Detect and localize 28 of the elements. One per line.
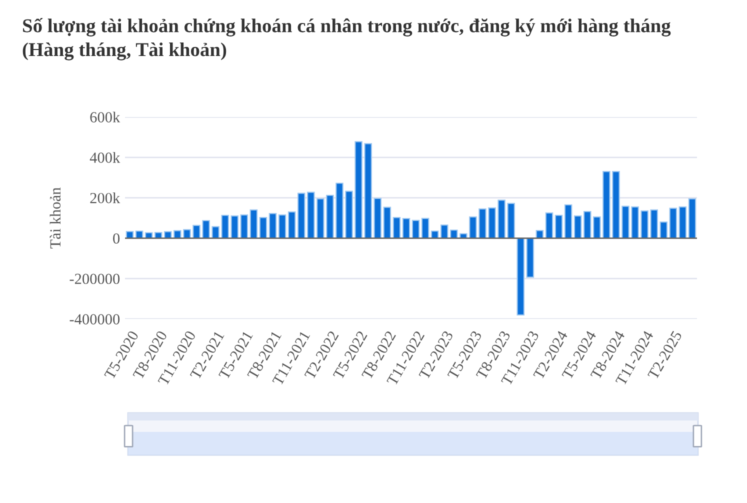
bar [402, 218, 410, 239]
bar [250, 209, 258, 239]
y-axis-title: Tài khoản [50, 187, 61, 248]
bar [574, 215, 582, 239]
y-tick-label: 600k [90, 112, 120, 122]
y-tick-label: 400k [90, 152, 120, 163]
bar [392, 217, 401, 239]
y-tick-label: -400000 [70, 314, 120, 324]
bar [688, 198, 696, 239]
bar [526, 238, 534, 278]
bar [259, 217, 268, 239]
bar [554, 214, 563, 239]
bar [516, 238, 525, 316]
bar [678, 206, 687, 239]
bar [421, 218, 430, 239]
bar [412, 220, 420, 239]
y-tick-label: 200k [90, 192, 120, 204]
chart-title: Số lượng tài khoản chứng khoán cá nhân trong nước, đăng ký mới hàng tháng (Hàng tháng, Tài khoản) [22, 18, 671, 60]
bar [564, 204, 572, 239]
bar [278, 214, 286, 239]
bar [545, 212, 554, 239]
bar [288, 211, 296, 239]
y-tick-label: -200000 [70, 274, 120, 284]
bar [240, 214, 248, 239]
bar [383, 206, 392, 239]
y-tick-label: 0 [113, 233, 120, 244]
bar [669, 208, 678, 239]
bar [268, 213, 277, 239]
